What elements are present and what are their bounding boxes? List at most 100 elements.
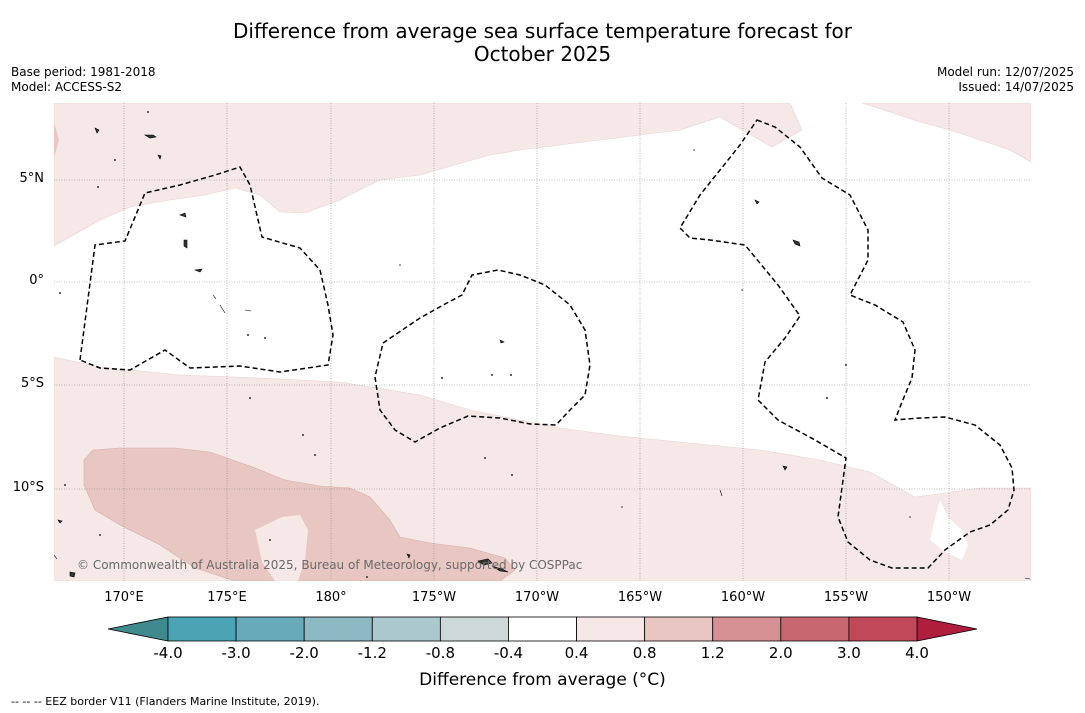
island-dots <box>59 111 911 578</box>
anomaly-patch-west <box>54 122 59 158</box>
anomaly-region-southwest <box>83 447 516 581</box>
island <box>179 212 187 218</box>
colorbar-bin <box>371 616 441 642</box>
island-dot <box>302 434 304 436</box>
lon-label-175e: 175°E <box>207 590 247 605</box>
island-dot <box>97 186 99 188</box>
colorbar-bin <box>235 616 305 642</box>
island <box>491 565 509 573</box>
colorbar-overflow-triangle <box>916 616 978 642</box>
island-dot <box>64 484 66 486</box>
island <box>157 154 162 160</box>
colorbar-bin <box>303 616 373 642</box>
colorbar-bin <box>712 616 782 642</box>
island-dot <box>264 337 266 339</box>
island <box>792 239 801 247</box>
colorbar-bins <box>167 616 918 642</box>
title-line-2: October 2025 <box>473 42 612 66</box>
island-dot <box>741 289 743 291</box>
island <box>719 489 723 497</box>
colorbar-bin <box>780 616 850 642</box>
island-dot <box>484 457 486 459</box>
island-dot <box>59 292 61 294</box>
island <box>193 268 203 273</box>
colorbar-bin <box>508 616 577 642</box>
lat-label-5n: 5°N <box>19 171 45 186</box>
island <box>54 554 58 560</box>
island-dot <box>314 454 316 456</box>
lon-label-170e: 170°E <box>104 590 144 605</box>
island <box>499 339 505 344</box>
island-dot <box>247 334 249 336</box>
island-dot <box>366 576 368 578</box>
lon-label-175w: 175°W <box>411 590 457 605</box>
sst-anomaly-map <box>54 103 1031 581</box>
graticule <box>54 103 1031 581</box>
island-dot <box>491 374 493 376</box>
model-info: Base period: 1981-2018 Model: ACCESS-S2 <box>11 65 156 95</box>
island-dot <box>249 397 251 399</box>
title-line-1: Difference from average sea surface temp… <box>232 19 852 43</box>
colorbar-tick-label: 3.0 <box>836 644 861 662</box>
colorbar-tick-label: -0.8 <box>425 644 455 662</box>
island <box>477 558 493 566</box>
island <box>57 519 63 524</box>
lon-label-160w: 160°W <box>720 590 766 605</box>
colorbar-label: Difference from average (°C) <box>419 670 666 690</box>
eez-kiribati-gilbert <box>79 166 334 373</box>
island-dot <box>826 397 828 399</box>
lon-label-155w: 155°W <box>823 590 869 605</box>
colorbar-tick-label: -0.4 <box>493 644 524 662</box>
base-period-text: Base period: 1981-2018 <box>11 65 156 79</box>
island <box>94 127 100 134</box>
island <box>69 571 76 578</box>
run-info: Model run: 12/07/2025 Issued: 14/07/2025 <box>937 65 1074 95</box>
island-dot <box>511 474 513 476</box>
colorbar-tick-label: -4.0 <box>153 644 183 662</box>
model-text: Model: ACCESS-S2 <box>11 80 123 94</box>
colorbar-tick-label: 2.0 <box>768 644 793 662</box>
issued-text: Issued: 14/07/2025 <box>958 80 1074 94</box>
colorbar-tick-label: 1.2 <box>700 644 725 662</box>
island <box>183 239 188 249</box>
anomaly-hole-southeast <box>930 500 968 560</box>
colorbar-bin <box>644 616 714 642</box>
colorbar-tick-label: -2.0 <box>289 644 319 662</box>
island-dot <box>269 539 271 541</box>
island <box>143 134 157 139</box>
colorbar-tick-label: 0.4 <box>564 644 589 662</box>
island <box>782 465 788 471</box>
island-dot <box>441 377 443 379</box>
colorbar-bin <box>576 616 646 642</box>
island <box>754 199 760 205</box>
anomaly-region-north <box>54 103 803 247</box>
island <box>244 309 252 312</box>
island-dot <box>621 506 623 508</box>
island-dot <box>114 159 116 161</box>
eez-footnote: -- -- -- EEZ border V11 (Flanders Marine… <box>11 695 320 708</box>
lon-label-180: 180° <box>315 590 347 605</box>
island <box>212 294 217 300</box>
island-dot <box>845 364 847 366</box>
lon-label-170w: 170°W <box>514 590 560 605</box>
chart-title: Difference from average sea surface temp… <box>0 20 1085 66</box>
colorbar-underflow-triangle <box>107 616 169 642</box>
island <box>406 553 411 559</box>
island <box>219 304 226 314</box>
island-dot <box>693 149 695 151</box>
island-dot <box>399 264 401 266</box>
island-dot <box>99 534 101 536</box>
lon-label-150w: 150°W <box>926 590 972 605</box>
copyright-notice: © Commonwealth of Australia 2025, Bureau… <box>77 558 583 572</box>
eez-kiribati-phoenix <box>374 269 591 443</box>
lat-label-10s: 10°S <box>12 480 44 495</box>
eez-borders <box>79 119 1015 569</box>
islands <box>54 127 1031 580</box>
anomaly-hole-southwest <box>255 515 308 581</box>
lon-label-165w: 165°W <box>617 590 663 605</box>
colorbar-tick-label: -3.0 <box>221 644 251 662</box>
map-svg <box>54 103 1031 581</box>
island-dot <box>147 111 149 113</box>
lat-label-0: 0° <box>29 273 44 288</box>
island <box>1024 577 1031 580</box>
